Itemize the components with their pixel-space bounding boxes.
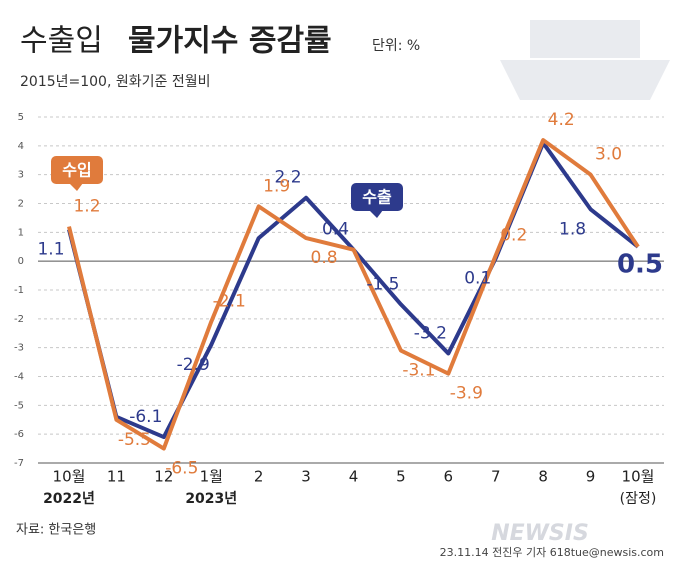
value-label: 1.1 [37, 239, 64, 259]
value-label: 0.8 [311, 248, 338, 268]
x-tick-label: 10월 [622, 468, 655, 486]
legend-pointer [369, 210, 383, 218]
x-tick-label: 11 [107, 468, 126, 486]
x-tick-label: 6 [444, 468, 454, 486]
x-tick-label: 7 [491, 468, 501, 486]
value-label: 1.9 [263, 176, 290, 196]
value-label: 0.1 [464, 268, 491, 288]
x-tick-label: 2 [254, 468, 264, 486]
y-tick-label: -5 [14, 400, 24, 411]
legend-box [351, 183, 403, 211]
x-tick-label: 10월 [53, 468, 86, 486]
series-line [67, 138, 640, 451]
credit: 23.11.14 전진우 기자 618tue@newsis.com [440, 546, 664, 559]
y-tick-label: -6 [14, 429, 24, 440]
value-label: 4.2 [548, 110, 575, 130]
x-tick-note: 2022년 [43, 491, 95, 507]
value-label: -1.5 [366, 274, 399, 294]
value-label: -3.2 [414, 323, 447, 343]
value-label: -6.5 [165, 459, 198, 479]
x-tick-note: (잠정) [620, 491, 657, 507]
x-tick-note: 2023년 [185, 491, 237, 507]
ship-illustration [500, 20, 670, 100]
source: 자료: 한국은행 [16, 522, 96, 538]
value-label: 0.2 [500, 225, 527, 245]
x-tick-label: 1월 [200, 468, 223, 486]
value-label: 3.0 [595, 145, 622, 165]
title-light: 수출입 [20, 24, 103, 59]
x-tick-label: 3 [301, 468, 311, 486]
title-bold: 물가지수 증감률 [128, 24, 332, 59]
watermark: NEWSIS [491, 521, 589, 546]
y-tick-label: 2 [18, 199, 24, 210]
y-tick-label: -3 [14, 343, 24, 354]
x-tick-label: 12 [154, 468, 173, 486]
legend-label: 수입 [62, 161, 91, 180]
value-label: 0.4 [322, 220, 349, 240]
x-tick-label: 8 [538, 468, 548, 486]
y-tick-label: -4 [14, 372, 24, 383]
y-tick-label: 5 [18, 112, 24, 123]
legend-pointer [69, 183, 83, 191]
value-label: -5.5 [118, 430, 151, 450]
y-tick-label: -2 [14, 314, 24, 325]
x-tick-label: 5 [396, 468, 406, 486]
value-label: -6.1 [129, 407, 162, 427]
legend-box [51, 156, 103, 184]
value-label: -2.1 [213, 292, 246, 312]
subtitle: 2015년=100, 원화기준 전월비 [20, 74, 210, 90]
value-label: 2.2 [275, 168, 302, 188]
legend-label: 수출 [362, 188, 392, 207]
y-tick-label: 4 [18, 141, 24, 152]
y-tick-label: 1 [18, 227, 24, 238]
value-label: -2.9 [177, 355, 210, 375]
value-label: 0.5 [617, 249, 663, 279]
value-label: 1.8 [559, 219, 586, 239]
value-label: -3.9 [450, 384, 483, 404]
y-tick-label: -1 [14, 285, 24, 296]
x-tick-label: 9 [586, 468, 596, 486]
value-label: -3.1 [402, 361, 435, 381]
y-tick-label: -7 [14, 458, 24, 469]
y-tick-label: 3 [18, 170, 24, 181]
unit: 단위: % [372, 38, 420, 54]
x-tick-label: 4 [349, 468, 359, 486]
y-tick-label: 0 [18, 256, 24, 267]
value-label: 1.2 [73, 197, 100, 217]
